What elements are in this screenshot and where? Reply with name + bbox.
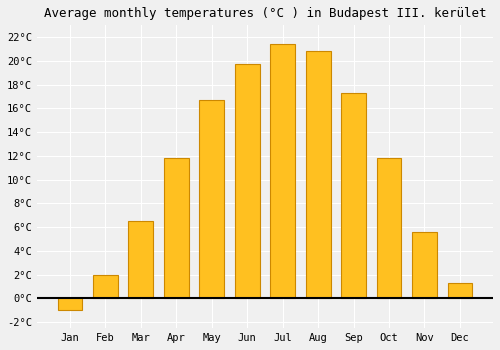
Bar	[376, 158, 402, 299]
Bar	[200, 100, 224, 299]
Bar	[235, 64, 260, 299]
Bar	[128, 221, 154, 299]
Title: Average monthly temperatures (°C ) in Budapest III. kerület: Average monthly temperatures (°C ) in Bu…	[44, 7, 486, 20]
Bar	[93, 275, 118, 299]
Bar	[58, 299, 82, 310]
Bar	[341, 93, 366, 299]
Bar	[412, 232, 437, 299]
Bar	[270, 44, 295, 299]
Bar	[164, 158, 188, 299]
Bar	[306, 51, 330, 299]
Bar	[448, 283, 472, 299]
